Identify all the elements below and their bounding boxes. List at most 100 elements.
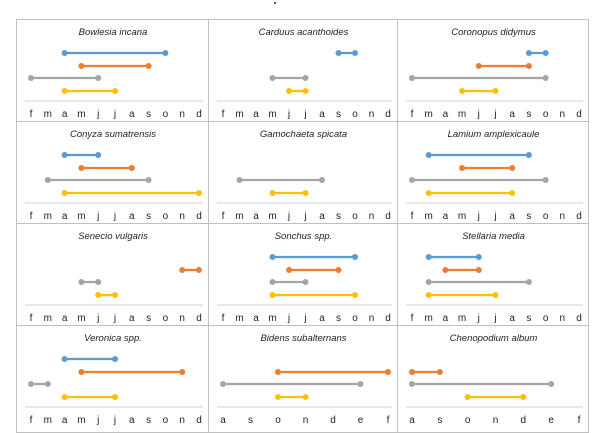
x-tick-label: m [235, 313, 243, 324]
x-tick-label: d [196, 211, 202, 222]
x-tick-label: n [179, 109, 185, 120]
x-tick-label: s [526, 313, 531, 324]
x-tick-label: f [30, 109, 33, 120]
x-tick-label: a [220, 415, 226, 426]
range-start-point [78, 165, 85, 171]
range-bar [459, 88, 499, 94]
range-bar [459, 165, 516, 171]
x-tick-label: a [129, 211, 135, 222]
x-tick-label: o [543, 211, 549, 222]
range-start-point [269, 75, 276, 81]
range-start-point [95, 292, 102, 298]
x-tick-label: o [352, 109, 358, 120]
x-tick-label: j [113, 109, 116, 120]
x-tick-label: j [493, 109, 496, 120]
chart-panel: Lamium amplexicaule f m a m j j a s o n d [398, 122, 589, 224]
range-start-point [269, 190, 276, 196]
x-tick-label: n [303, 415, 309, 426]
chart-panel: Bidens subalternans a s o n d e f [209, 326, 398, 433]
range-start-point [409, 75, 415, 81]
range-start-point [275, 394, 281, 400]
x-tick-label: n [369, 211, 375, 222]
chart-panel: Veronica spp. f m a m j j a s o n d [17, 326, 209, 433]
range-end-point [95, 75, 102, 81]
x-tick-label: m [77, 109, 85, 120]
x-tick-label: a [129, 109, 135, 120]
x-tick-label: e [548, 415, 554, 426]
range-start-point [28, 381, 34, 387]
range-start-point [442, 267, 449, 273]
chart-title: Bidens subalternans [260, 333, 346, 344]
range-start-point [78, 63, 85, 69]
x-tick-label: j [113, 211, 116, 222]
range-start-point [475, 63, 482, 69]
x-tick-label: n [179, 415, 185, 426]
x-tick-label: n [493, 415, 499, 426]
x-tick-label: s [336, 109, 341, 120]
x-tick-label: d [385, 313, 391, 324]
x-tick-label: n [369, 313, 375, 324]
range-start-point [286, 267, 292, 273]
range-start-point [459, 165, 466, 171]
x-tick-label: n [179, 211, 185, 222]
range-end-point [492, 88, 499, 94]
x-tick-label: n [179, 313, 185, 324]
x-tick-label: a [129, 313, 135, 324]
x-tick-label: a [409, 415, 415, 426]
range-start-point [179, 267, 186, 273]
x-tick-label: f [222, 211, 225, 222]
range-start-point [61, 152, 68, 158]
range-start-point [269, 279, 276, 285]
x-tick-label: j [113, 313, 116, 324]
x-tick-label: a [319, 211, 325, 222]
x-tick-label: a [509, 211, 515, 222]
range-end-point [162, 50, 169, 56]
range-bar [220, 381, 364, 387]
x-tick-label: m [425, 211, 433, 222]
x-tick-label: o [275, 415, 281, 426]
chart-title: Coronopus didymus [451, 27, 536, 38]
range-start-point [425, 279, 432, 285]
x-tick-label: s [526, 109, 531, 120]
range-bar [425, 279, 532, 285]
range-start-point [220, 381, 226, 387]
range-end-point [492, 292, 499, 298]
x-tick-label: a [443, 211, 449, 222]
x-tick-label: m [268, 109, 276, 120]
chart-title: Conyza sumatrensis [70, 129, 156, 140]
x-tick-label: s [146, 313, 151, 324]
x-tick-label: o [543, 313, 549, 324]
x-tick-label: a [319, 109, 325, 120]
x-tick-label: m [268, 313, 276, 324]
chart-panel: Bowlesia incana f m a m j j a s o n d [17, 20, 209, 122]
range-end-point [542, 75, 549, 81]
range-end-point [525, 152, 532, 158]
x-tick-label: j [287, 211, 290, 222]
chart-panel: Gamochaeta spicata f m a m j j a s o n d [209, 122, 398, 224]
chart-grid: Bowlesia incana f m a m j j a s o n d Carduus acanth… [16, 19, 589, 433]
x-tick-label: o [352, 211, 358, 222]
range-bar [78, 63, 152, 69]
x-tick-label: m [268, 211, 276, 222]
range-start-point [464, 394, 471, 400]
range-end-point [352, 254, 358, 260]
range-bar [269, 254, 358, 260]
range-bar [475, 63, 532, 69]
range-start-point [61, 394, 68, 400]
x-tick-label: s [248, 415, 253, 426]
range-bar [335, 50, 358, 56]
range-end-point [145, 63, 152, 69]
x-tick-label: f [222, 109, 225, 120]
x-tick-label: j [493, 313, 496, 324]
range-start-point [269, 254, 276, 260]
range-end-point [302, 75, 309, 81]
x-tick-label: m [44, 211, 52, 222]
range-start-point [409, 177, 415, 183]
x-tick-label: a [253, 313, 259, 324]
x-tick-label: o [163, 109, 169, 120]
x-tick-label: j [303, 211, 306, 222]
